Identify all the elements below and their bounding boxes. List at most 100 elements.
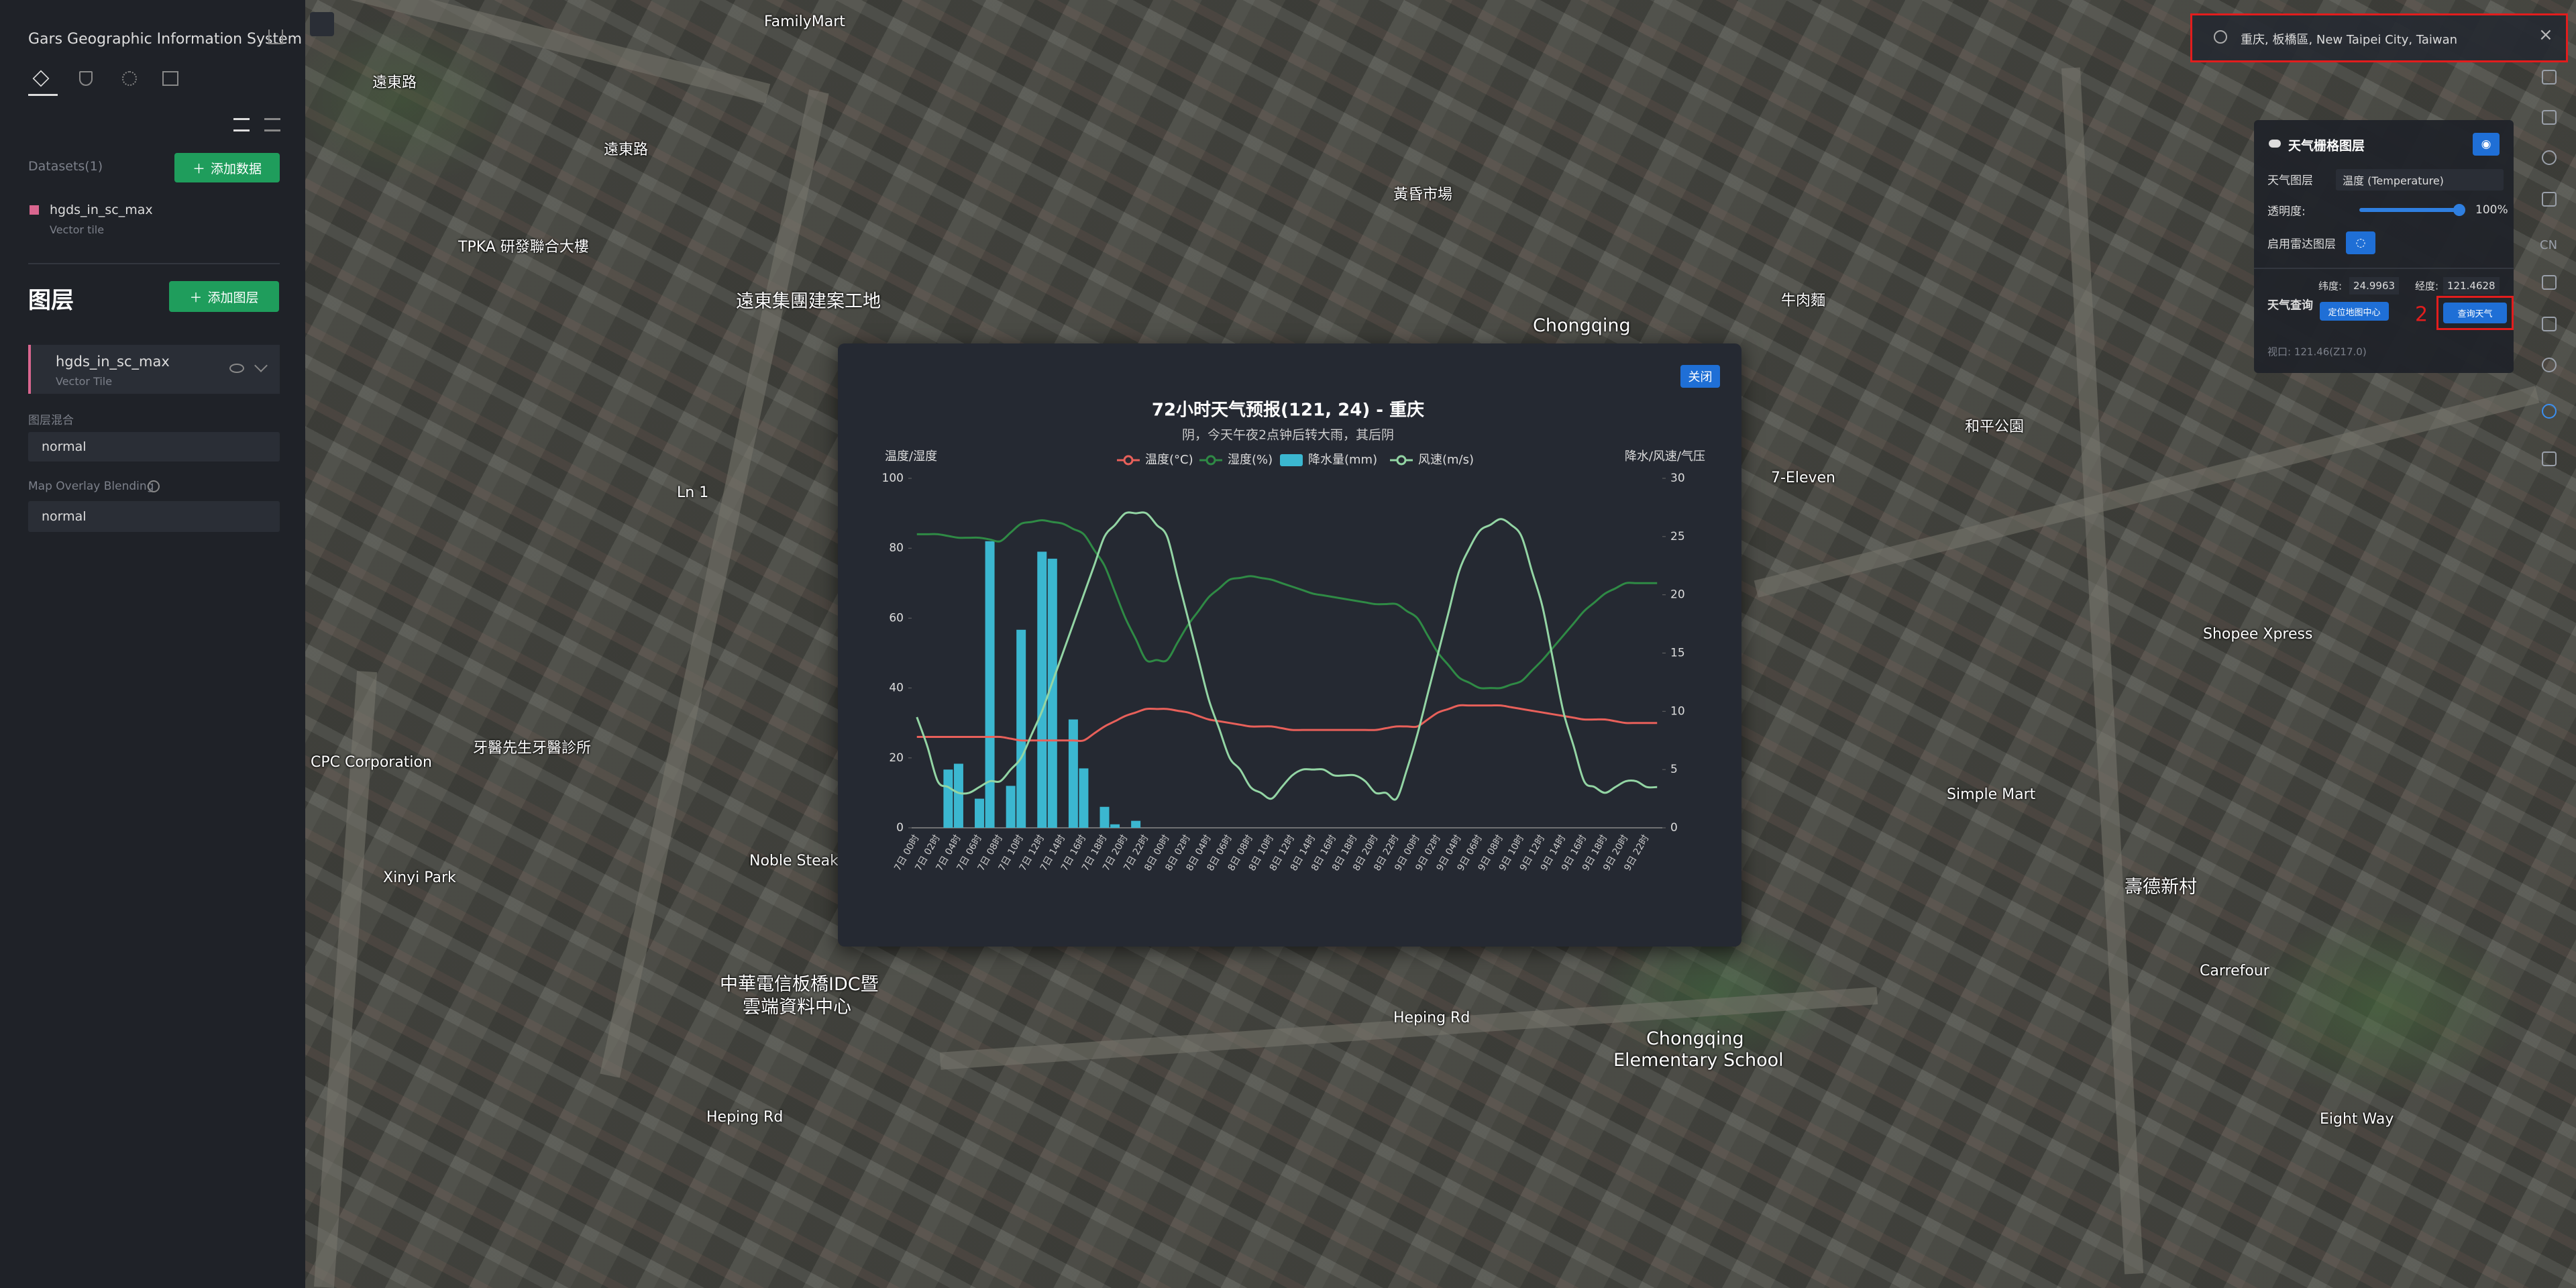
y2-tick-label: 10 bbox=[1670, 704, 1685, 718]
layer-card[interactable]: hgds_in_sc_max Vector Tile bbox=[28, 345, 280, 394]
tool-icon[interactable] bbox=[2542, 404, 2557, 419]
lat-input[interactable]: 24.9963 bbox=[2349, 277, 2400, 294]
export-icon[interactable] bbox=[268, 30, 283, 44]
map-label: Elementary School bbox=[1613, 1050, 1784, 1071]
dataset-name[interactable]: hgds_in_sc_max bbox=[50, 203, 153, 217]
radar-toggle[interactable]: ◌ bbox=[2346, 231, 2375, 254]
map-label: 牛肉麵 bbox=[1781, 292, 1826, 309]
search-box[interactable]: 重庆, 板橋區, New Taipei City, Taiwan × bbox=[2190, 13, 2568, 62]
divider bbox=[28, 263, 280, 264]
y-axis-title: 温度/湿度 bbox=[885, 449, 937, 464]
tool-icon[interactable] bbox=[2542, 275, 2557, 290]
map-label: 雲端資料中心 bbox=[743, 997, 851, 1018]
opacity-value: 100% bbox=[2475, 203, 2508, 217]
list-view[interactable] bbox=[233, 118, 250, 131]
expand-toggle[interactable] bbox=[254, 359, 268, 372]
select-value: 温度 (Temperature) bbox=[2343, 174, 2444, 187]
info-icon[interactable] bbox=[148, 480, 160, 492]
layer-label: 天气图层 bbox=[2267, 174, 2313, 188]
bar bbox=[1016, 629, 1026, 828]
divider bbox=[2254, 268, 2514, 269]
tool-icon[interactable] bbox=[2542, 110, 2557, 125]
y-tick-label: 20 bbox=[889, 751, 904, 765]
opacity-label: 透明度: bbox=[2267, 205, 2306, 219]
search-icon bbox=[2214, 30, 2227, 44]
tool-icon[interactable] bbox=[2542, 358, 2557, 372]
lon-input[interactable]: 121.4628 bbox=[2443, 277, 2500, 294]
y2-tick-label: 20 bbox=[1670, 588, 1685, 602]
overlay-select[interactable]: normal bbox=[28, 501, 280, 532]
chart-title: 72小时天气预报(121, 24) - 重庆 bbox=[1152, 400, 1424, 421]
dataset-swatch bbox=[30, 205, 39, 215]
bar bbox=[943, 769, 953, 828]
button-label: 查询天气 bbox=[2457, 309, 2493, 319]
legend-swatch bbox=[1123, 455, 1134, 466]
legend-label: 温度(°C) bbox=[1145, 453, 1193, 467]
map-label: Heping Rd bbox=[1393, 1010, 1470, 1026]
map-label: Xinyi Park bbox=[383, 869, 456, 886]
slider-handle[interactable] bbox=[2453, 204, 2465, 216]
map-label: 壽德新村 bbox=[2125, 877, 2197, 898]
map-label: 黃昏市場 bbox=[1393, 186, 1453, 203]
layer-select[interactable]: 温度 (Temperature) bbox=[2336, 169, 2504, 191]
legend-label: 风速(m/s) bbox=[1418, 453, 1474, 467]
add-layer-button[interactable]: ＋添加图层 bbox=[169, 281, 279, 312]
hide-panel[interactable]: ◉ bbox=[2473, 133, 2500, 156]
bar bbox=[1068, 719, 1078, 828]
weather-panel: 天气栅格图层 ◉ 天气图层 温度 (Temperature) 透明度: 100%… bbox=[2254, 120, 2514, 373]
y2-tick-label: 15 bbox=[1670, 647, 1685, 660]
tool-icon[interactable] bbox=[2542, 192, 2557, 207]
bar bbox=[1110, 824, 1120, 828]
tool-icon[interactable] bbox=[2542, 451, 2557, 466]
close-button[interactable]: 关闭 bbox=[1680, 365, 1720, 388]
tool-icon[interactable] bbox=[2542, 70, 2557, 85]
map-label: Eight Way bbox=[2320, 1111, 2394, 1128]
collapse-sidebar[interactable] bbox=[310, 12, 334, 36]
lang-toggle[interactable]: CN bbox=[2540, 238, 2558, 252]
locate-button[interactable]: 定位地图中心 bbox=[2320, 302, 2389, 321]
button-label: 定位地图中心 bbox=[2328, 307, 2381, 318]
map-label: 遠東路 bbox=[372, 74, 417, 91]
map-label: 7-Eleven bbox=[1771, 470, 1835, 486]
y-tick-label: 40 bbox=[889, 682, 904, 695]
map-label: CPC Corporation bbox=[311, 754, 432, 771]
series-line bbox=[916, 704, 1658, 743]
button-label: 添加数据 bbox=[211, 161, 262, 176]
bar bbox=[1079, 768, 1089, 828]
visibility-toggle[interactable] bbox=[229, 364, 244, 373]
tool-icon[interactable] bbox=[2542, 317, 2557, 331]
y2-axis-title: 降水/风速/气压 bbox=[1625, 449, 1705, 464]
tree-view[interactable] bbox=[264, 118, 280, 131]
tab-map[interactable] bbox=[162, 71, 178, 86]
tab-tools[interactable] bbox=[122, 71, 137, 86]
add-data-button[interactable]: ＋添加数据 bbox=[174, 153, 280, 182]
y2-tick-label: 0 bbox=[1670, 821, 1678, 835]
bar bbox=[1047, 558, 1057, 828]
legend-swatch bbox=[1205, 455, 1216, 466]
opacity-slider[interactable] bbox=[2359, 208, 2460, 212]
search-text: 重庆, 板橋區, New Taipei City, Taiwan bbox=[2241, 33, 2458, 47]
map-label: Carrefour bbox=[2200, 963, 2269, 979]
weather-modal: 关闭 72小时天气预报(121, 24) - 重庆 阴，今天午夜2点钟后转大雨，… bbox=[838, 343, 1741, 947]
map-label: Chongqing bbox=[1533, 315, 1631, 336]
tab-filter[interactable] bbox=[79, 71, 93, 86]
map-label: 中華電信板橋IDC暨 bbox=[720, 974, 879, 995]
bar bbox=[975, 798, 985, 828]
y-tick-label: 80 bbox=[889, 541, 904, 555]
bar bbox=[1099, 806, 1110, 828]
tab-layers[interactable] bbox=[32, 70, 50, 87]
bar bbox=[1131, 820, 1141, 828]
forecast-chart: 72小时天气预报(121, 24) - 重庆 阴，今天午夜2点钟后转大雨，其后阴… bbox=[882, 400, 1705, 873]
query-label: 天气查询 bbox=[2267, 299, 2313, 313]
y2-tick-label: 30 bbox=[1670, 472, 1685, 485]
road bbox=[1754, 386, 2540, 598]
clear-search[interactable]: × bbox=[2538, 25, 2553, 45]
highlight-box bbox=[2436, 296, 2514, 330]
tool-icon[interactable] bbox=[2542, 150, 2557, 165]
query-button[interactable]: 查询天气 bbox=[2443, 303, 2507, 323]
blend-select[interactable]: normal bbox=[28, 432, 280, 462]
bar bbox=[1006, 786, 1016, 828]
lat-label: 纬度: bbox=[2318, 280, 2343, 292]
step-marker: 2 bbox=[2415, 303, 2428, 327]
dataset-kind: Vector tile bbox=[50, 223, 105, 236]
